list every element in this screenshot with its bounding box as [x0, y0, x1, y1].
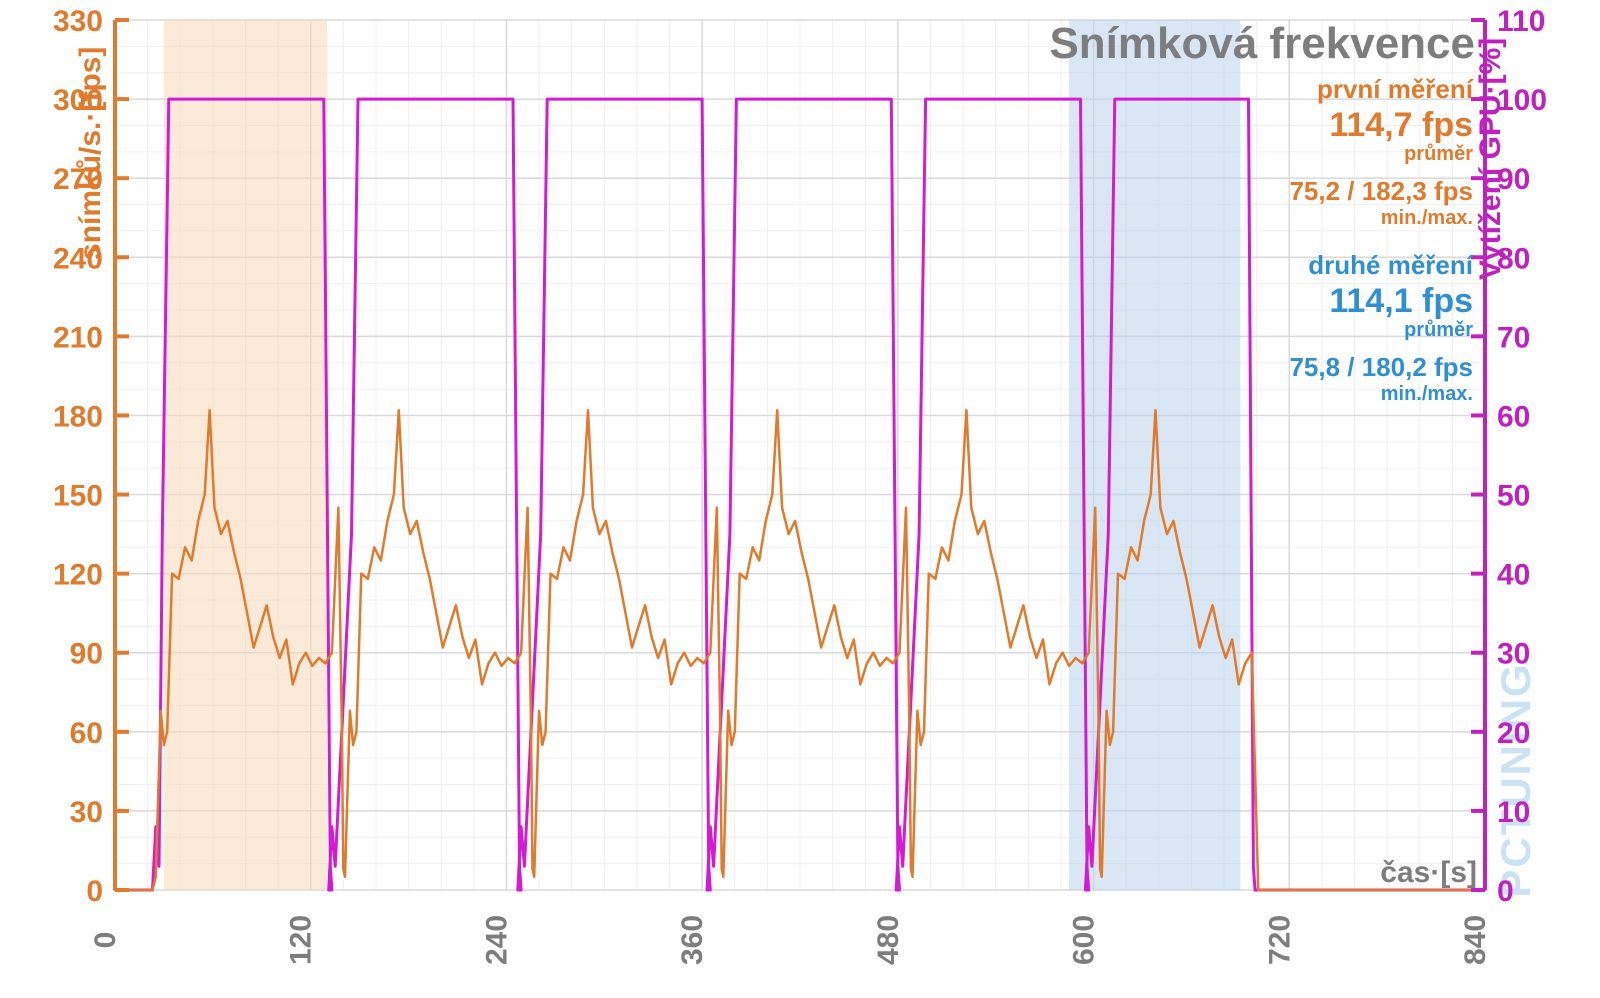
chart-title: Snímková frekvence: [1049, 19, 1475, 68]
anno-first-heading: první měření: [1317, 74, 1474, 104]
ytick-left: 330: [53, 5, 103, 38]
anno-first-avg-sub: průměr: [1404, 143, 1473, 165]
ytick-right: 50: [1497, 480, 1530, 513]
ytick-left: 180: [53, 400, 103, 433]
xtick: 240: [480, 915, 513, 965]
anno-first-avg: 114,7 fps: [1329, 106, 1473, 144]
xtick: 0: [89, 932, 122, 949]
ytick-right: 30: [1497, 638, 1530, 671]
ytick-left: 120: [53, 559, 103, 592]
anno-second-minmax-sub: min./max.: [1381, 383, 1473, 405]
y-right-label: Vytížení GPU·[%]: [1474, 38, 1507, 280]
xtick: 480: [872, 915, 905, 965]
xtick: 360: [676, 915, 709, 965]
ytick-left: 210: [53, 321, 103, 354]
ytick-right: 110: [1497, 5, 1545, 38]
anno-first-minmax: 75,2 / 182,3 fps: [1289, 176, 1473, 206]
watermark: PCTUNING: [1492, 662, 1600, 897]
xtick: 720: [1263, 915, 1296, 965]
ytick-left: 0: [86, 875, 103, 908]
anno-second-avg-sub: průměr: [1404, 319, 1473, 341]
ytick-right: 20: [1497, 717, 1530, 750]
ytick-right: 70: [1497, 321, 1530, 354]
xtick: 840: [1459, 915, 1492, 965]
xtick: 120: [285, 915, 318, 965]
ytick-right: 10: [1497, 796, 1530, 829]
svg-text:PCTUNING: PCTUNING: [1492, 662, 1539, 897]
ytick-left: 150: [53, 480, 103, 513]
ytick-left: 90: [70, 638, 103, 671]
ytick-left: 30: [70, 796, 103, 829]
ytick-right: 40: [1497, 559, 1530, 592]
ytick-left: 60: [70, 717, 103, 750]
xtick: 600: [1068, 915, 1101, 965]
x-label: čas·[s]: [1380, 856, 1477, 889]
ytick-right: 0: [1497, 875, 1514, 908]
y-left-label: snímků/s.·[fps]: [74, 47, 107, 260]
chart-svg: PCTUNING03060901201501802102402703003300…: [0, 0, 1600, 998]
anno-second-heading: druhé měření: [1308, 250, 1473, 280]
fps-gpu-chart: PCTUNING03060901201501802102402703003300…: [0, 0, 1600, 998]
ytick-right: 60: [1497, 400, 1530, 433]
anno-second-minmax: 75,8 / 180,2 fps: [1289, 352, 1473, 382]
anno-first-minmax-sub: min./max.: [1381, 207, 1473, 229]
anno-second-avg: 114,1 fps: [1329, 282, 1473, 320]
